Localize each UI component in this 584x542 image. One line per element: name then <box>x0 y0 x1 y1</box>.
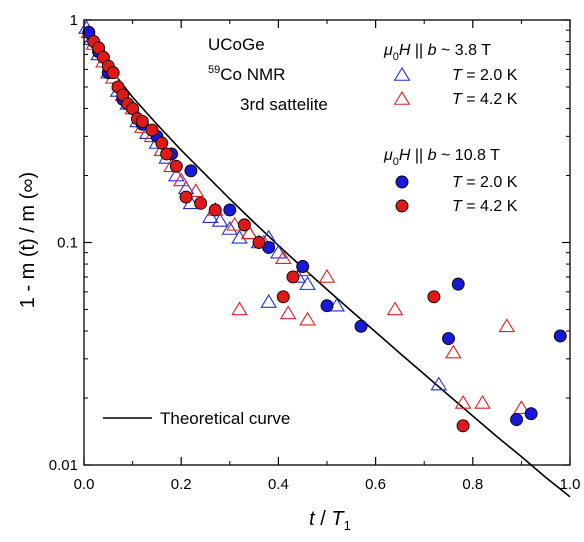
theory-curve <box>83 29 571 498</box>
axis-ticks <box>83 19 571 466</box>
legend-heading-2: μ0H || b ~ 10.8 T <box>383 147 500 168</box>
data-point <box>274 250 292 265</box>
annotation-line-3: 3rd sattelite <box>240 95 328 114</box>
data-point <box>553 329 567 343</box>
data-point <box>386 301 404 316</box>
data-point <box>155 136 169 150</box>
data-point <box>145 123 159 137</box>
data-point <box>299 311 316 326</box>
data-point <box>456 419 470 433</box>
data-point <box>513 400 530 415</box>
legend-marker <box>395 175 409 189</box>
data-point <box>427 290 441 304</box>
x-tick-labels: 0.0 0.2 0.4 0.6 0.8 1.0 <box>74 476 581 493</box>
x-tick-label: 0.4 <box>268 476 289 493</box>
legend-label: T = 4.2 K <box>452 91 518 108</box>
x-tick-label: 0.6 <box>365 476 386 493</box>
x-axis-label: t / T1 <box>309 508 351 533</box>
data-point <box>184 164 198 178</box>
x-tick-label: 0.2 <box>171 476 192 493</box>
data-point <box>445 344 462 359</box>
x-tick-label: 1.0 <box>560 476 581 493</box>
data-point <box>320 299 334 313</box>
data-point <box>430 376 448 391</box>
data-point <box>160 147 174 161</box>
legend: μ0H || b ~ 3.8 T T = 2.0 K T = 4.2 K T = 2… <box>383 42 518 215</box>
theory-legend-label: Theoretical curve <box>160 409 290 428</box>
data-points <box>78 19 567 433</box>
data-point <box>231 301 248 316</box>
data-point <box>296 260 310 273</box>
data-point <box>498 318 516 333</box>
data-point <box>510 413 523 427</box>
series-2 <box>82 25 567 427</box>
y-tick-labels: 0.01 0.1 1 <box>49 12 78 474</box>
data-point <box>231 229 248 244</box>
legend-marker <box>395 199 409 213</box>
legend-heading-1: μ0H || b ~ 3.8 T <box>383 42 491 63</box>
annotation-line-2: 59Co NMR <box>208 64 285 84</box>
data-point <box>299 276 316 290</box>
data-point <box>169 159 183 173</box>
data-point <box>135 114 149 128</box>
data-point <box>474 394 491 409</box>
series-3 <box>87 35 470 433</box>
data-point <box>286 270 300 284</box>
legend-marker <box>393 90 411 105</box>
data-point <box>318 268 336 283</box>
x-tick-label: 0.0 <box>74 476 95 493</box>
data-point <box>240 225 258 240</box>
y-tick-label: 0.1 <box>57 235 78 252</box>
data-point <box>454 394 472 409</box>
data-point <box>106 66 120 80</box>
legend-label: T = 4.2 K <box>452 198 518 215</box>
data-point <box>354 319 368 333</box>
annotation-line-1: UCoGe <box>208 35 265 54</box>
data-point <box>276 290 290 304</box>
data-point <box>211 212 229 227</box>
data-point <box>179 190 193 204</box>
legend-marker <box>393 66 411 81</box>
data-point <box>451 277 465 291</box>
y-tick-label: 0.01 <box>49 457 78 474</box>
data-point <box>524 407 538 421</box>
theory-curve-group <box>83 29 571 498</box>
legend-label: T = 2.0 K <box>452 67 518 84</box>
data-point <box>270 244 287 259</box>
legend-label: T = 2.0 K <box>452 174 518 191</box>
x-tick-label: 0.8 <box>462 476 483 493</box>
sample-annotation: UCoGe 59Co NMR 3rd sattelite <box>208 35 328 114</box>
data-point <box>194 196 208 210</box>
data-point <box>252 236 266 249</box>
data-point <box>172 172 190 187</box>
data-point <box>279 305 297 320</box>
data-point <box>208 203 222 217</box>
y-tick-label: 1 <box>70 12 78 29</box>
y-axis-label: 1 - m (t) / m (∞) <box>17 172 39 308</box>
data-point <box>221 220 239 235</box>
plot-frame <box>83 19 571 466</box>
data-point <box>187 183 205 198</box>
data-point <box>442 332 455 346</box>
data-point <box>260 293 278 308</box>
data-point <box>223 203 237 217</box>
data-point <box>237 218 251 232</box>
